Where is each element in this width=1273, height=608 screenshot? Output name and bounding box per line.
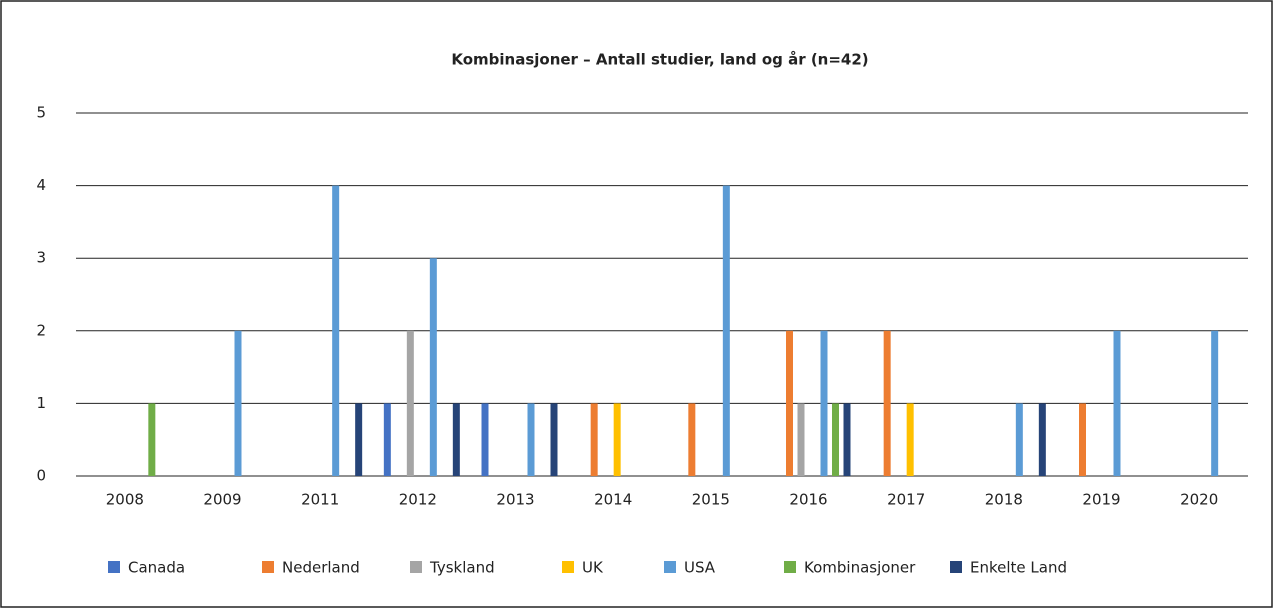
bar xyxy=(550,403,558,476)
bar xyxy=(906,403,914,476)
legend-label: Nederland xyxy=(282,559,360,577)
bar xyxy=(883,330,891,476)
bar xyxy=(1038,403,1046,476)
legend-swatch xyxy=(950,561,962,573)
bar xyxy=(332,185,340,476)
x-tick-label: 2016 xyxy=(789,491,827,509)
bar xyxy=(786,330,793,476)
y-tick-label: 4 xyxy=(36,176,46,194)
legend-swatch xyxy=(262,561,274,573)
x-tick-label: 2008 xyxy=(106,491,144,509)
bar xyxy=(843,403,851,476)
bar xyxy=(148,403,156,476)
legend-label: USA xyxy=(684,559,716,577)
x-tick-label: 2013 xyxy=(496,491,534,509)
legend-label: Tyskland xyxy=(429,559,495,577)
y-tick-label: 1 xyxy=(36,394,46,412)
bar xyxy=(722,185,730,476)
y-tick-label: 2 xyxy=(36,321,46,339)
x-tick-label: 2019 xyxy=(1082,491,1120,509)
y-tick-label: 3 xyxy=(36,249,46,267)
legend-swatch xyxy=(108,561,120,573)
bar xyxy=(1113,330,1121,476)
bar xyxy=(590,403,598,476)
y-tick-label: 5 xyxy=(36,104,46,122)
legend-swatch xyxy=(784,561,796,573)
legend-swatch xyxy=(562,561,574,573)
bar xyxy=(355,403,363,476)
bar xyxy=(481,403,489,476)
x-tick-label: 2015 xyxy=(692,491,730,509)
legend-label: Enkelte Land xyxy=(970,559,1067,577)
bar xyxy=(820,330,828,476)
x-tick-label: 2018 xyxy=(985,491,1023,509)
x-tick-label: 2020 xyxy=(1180,491,1218,509)
y-tick-label: 0 xyxy=(36,467,46,485)
legend-swatch xyxy=(664,561,676,573)
bar xyxy=(452,403,460,476)
bar xyxy=(383,403,391,476)
bar xyxy=(613,403,621,476)
x-tick-label: 2014 xyxy=(594,491,632,509)
bar xyxy=(688,403,696,476)
x-tick-label: 2009 xyxy=(203,491,241,509)
x-tick-label: 2017 xyxy=(887,491,925,509)
chart-title: Kombinasjoner – Antall studier, land og … xyxy=(451,51,868,69)
bar xyxy=(527,403,535,476)
bar xyxy=(1015,403,1023,476)
bar xyxy=(234,330,242,476)
legend-label: UK xyxy=(582,559,604,577)
bar xyxy=(429,258,437,476)
bar xyxy=(1211,330,1219,476)
x-tick-label: 2011 xyxy=(301,491,339,509)
bar xyxy=(1079,403,1086,476)
legend-label: Canada xyxy=(128,559,185,577)
bar xyxy=(832,403,839,476)
legend-swatch xyxy=(410,561,422,573)
x-tick-label: 2012 xyxy=(399,491,437,509)
bar xyxy=(797,403,805,476)
legend-label: Kombinasjoner xyxy=(804,559,916,577)
bar xyxy=(406,330,414,476)
